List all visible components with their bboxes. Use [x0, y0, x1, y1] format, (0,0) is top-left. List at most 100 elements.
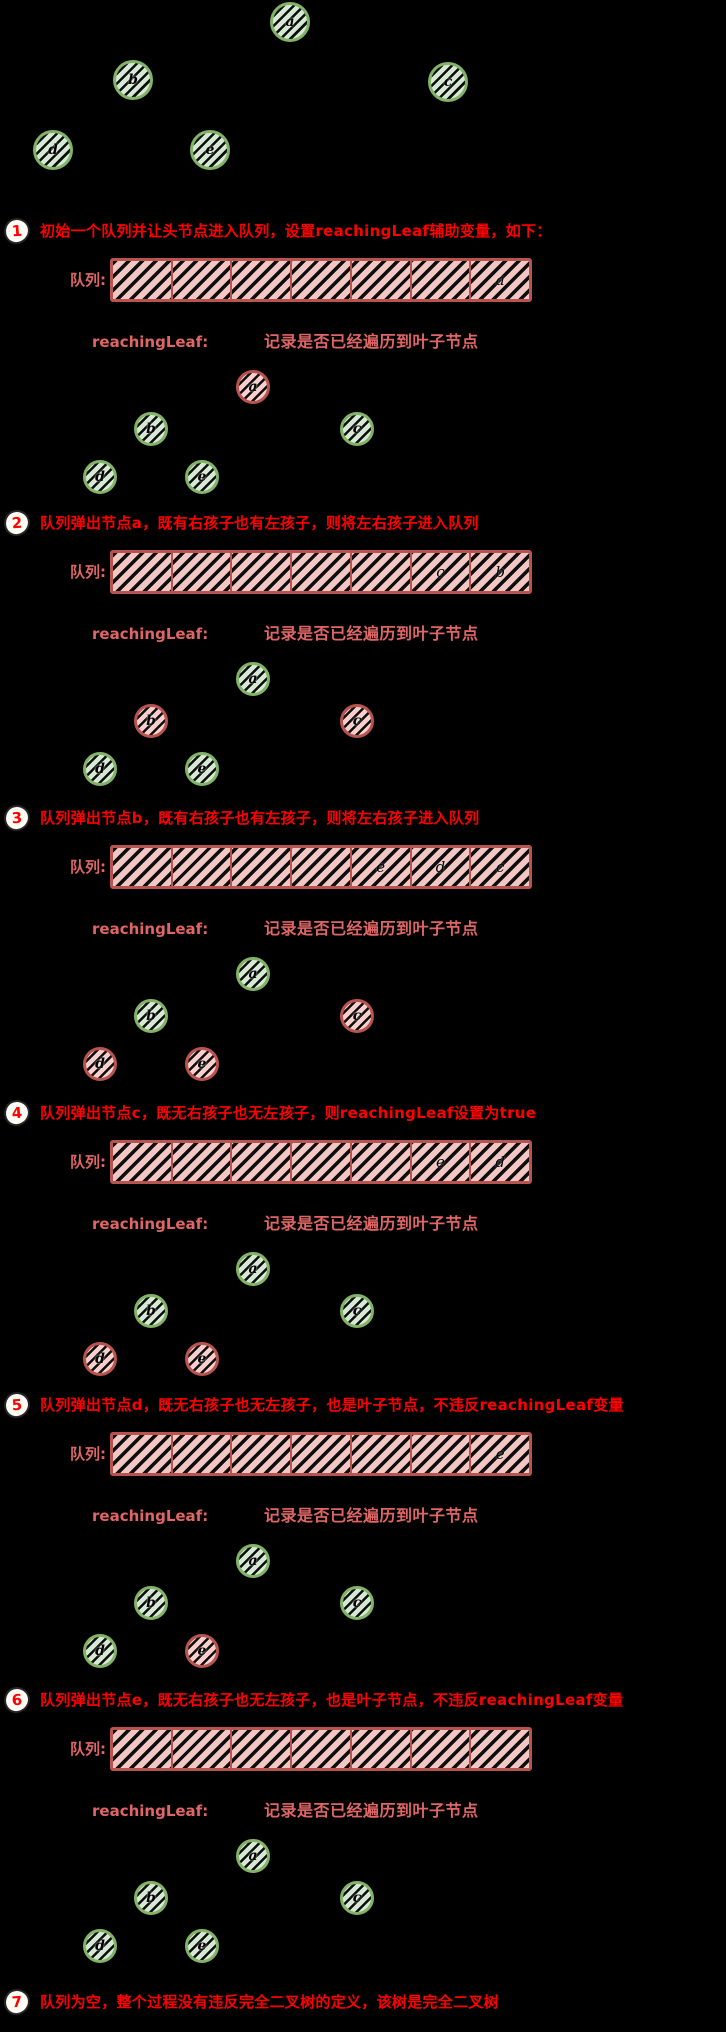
queue-cell: [349, 1143, 410, 1181]
step-3-tree-node-a: a: [236, 957, 270, 991]
node-letter: b: [146, 713, 156, 729]
step-number: 3: [11, 808, 23, 827]
queue-cell: [290, 1730, 350, 1768]
step-6-tree-node-e: e: [185, 1929, 219, 1963]
initial-tree-node-a: a: [270, 2, 310, 42]
node-letter: b: [146, 1303, 156, 1319]
node-letter: c: [352, 1890, 362, 1906]
initial-tree-node-d: d: [33, 130, 73, 170]
node-letter: b: [146, 1890, 156, 1906]
node-letter: b: [146, 421, 156, 437]
node-letter: d: [95, 1938, 105, 1954]
queue-cell: [230, 1435, 290, 1473]
step-4-badge: 4: [3, 1099, 31, 1127]
queue-cell: [349, 261, 410, 299]
queue-cell: [170, 848, 231, 886]
step-6-tree-node-c: c: [340, 1881, 374, 1915]
step-4-tree-node-e: e: [185, 1342, 219, 1376]
queue-cell-value: a: [495, 271, 505, 289]
queue-label: 队列:: [70, 1445, 106, 1463]
queue-cell: [290, 1143, 350, 1181]
queue-cell: [113, 1730, 171, 1768]
node-letter: b: [146, 1008, 156, 1024]
queue-cell: [170, 1730, 231, 1768]
node-letter: c: [352, 713, 362, 729]
node-letter: d: [95, 469, 105, 485]
node-letter: c: [352, 1008, 362, 1024]
reachingleaf-label: reachingLeaf:: [92, 625, 209, 643]
step-2-tree-node-d: d: [83, 752, 117, 786]
step-4-title: 队列弹出节点c，既无右孩子也无左孩子，则reachingLeaf设置为true: [40, 1104, 537, 1122]
reachingleaf-label: reachingLeaf:: [92, 333, 209, 351]
queue-cell: c: [469, 848, 529, 886]
reachingleaf-description: 记录是否已经遍历到叶子节点: [264, 1801, 479, 1820]
node-letter: a: [248, 671, 258, 687]
node-letter: b: [146, 1595, 156, 1611]
step-3-badge: 3: [3, 804, 31, 832]
queue-box: [110, 1727, 532, 1771]
queue-cell: [290, 848, 350, 886]
node-letter: c: [352, 421, 362, 437]
step-1-title: 初始一个队列并让头节点进入队列，设置reachingLeaf辅助变量，如下：: [40, 222, 552, 240]
node-letter: a: [248, 1553, 258, 1569]
queue-cell: [230, 1730, 290, 1768]
queue-cell: [290, 261, 350, 299]
reachingleaf-description: 记录是否已经遍历到叶子节点: [264, 919, 479, 938]
queue-cell: [349, 1730, 410, 1768]
node-letter: b: [128, 72, 138, 88]
initial-tree-node-e: e: [190, 130, 230, 170]
node-letter: c: [352, 1303, 362, 1319]
queue-cell-value: e: [436, 1153, 445, 1171]
initial-tree-node-b: b: [113, 60, 153, 100]
step-1-tree-node-a: a: [236, 370, 270, 404]
queue-cell: [409, 261, 470, 299]
step-3-tree-node-d: d: [83, 1047, 117, 1081]
node-letter: d: [95, 761, 105, 777]
queue-cell: e: [469, 1435, 529, 1473]
queue-cell: [113, 1435, 171, 1473]
step-1-tree-node-b: b: [134, 412, 168, 446]
queue-cell: [113, 848, 171, 886]
queue-cell: [230, 553, 290, 591]
queue-label: 队列:: [70, 1153, 106, 1171]
queue-cell: [113, 553, 171, 591]
queue-cell: [349, 1435, 410, 1473]
step-4-tree-node-a: a: [236, 1252, 270, 1286]
step-1-tree-node-c: c: [340, 412, 374, 446]
step-2-title: 队列弹出节点a，既有右孩子也有左孩子，则将左右孩子进入队列: [40, 514, 479, 532]
step-4-tree-node-d: d: [83, 1342, 117, 1376]
queue-cell: [409, 1435, 470, 1473]
queue-cell: d: [409, 848, 470, 886]
step-3-tree-node-b: b: [134, 999, 168, 1033]
queue-cell: [230, 1143, 290, 1181]
step-number: 5: [11, 1395, 23, 1414]
queue-cell: [170, 1143, 231, 1181]
step-number: 2: [11, 513, 23, 532]
node-letter: c: [443, 74, 453, 90]
initial-tree-node-c: c: [428, 62, 468, 102]
step-5-tree-node-b: b: [134, 1586, 168, 1620]
step-number: 4: [11, 1103, 23, 1122]
queue-cell-value: d: [495, 1153, 505, 1171]
node-letter: e: [197, 1056, 207, 1072]
queue-cell-value: c: [436, 563, 445, 581]
step-2-tree-node-b: b: [134, 704, 168, 738]
node-letter: d: [95, 1643, 105, 1659]
queue-cell: a: [469, 261, 529, 299]
reachingleaf-label: reachingLeaf:: [92, 1215, 209, 1233]
queue-cell-value: e: [495, 1445, 505, 1463]
step-number: 1: [11, 221, 23, 240]
step-4-tree-node-b: b: [134, 1294, 168, 1328]
step-6-tree-node-b: b: [134, 1881, 168, 1915]
queue-label: 队列:: [70, 271, 106, 289]
step-3-tree-node-e: e: [185, 1047, 219, 1081]
reachingleaf-description: 记录是否已经遍历到叶子节点: [264, 332, 479, 351]
step-7-title: 队列为空，整个过程没有违反完全二叉树的定义，该树是完全二叉树: [40, 1993, 500, 2011]
queue-label: 队列:: [70, 858, 106, 876]
step-2-tree-node-e: e: [185, 752, 219, 786]
queue-label: 队列:: [70, 563, 106, 581]
queue-cell-value: c: [495, 858, 505, 876]
node-letter: e: [205, 142, 215, 158]
